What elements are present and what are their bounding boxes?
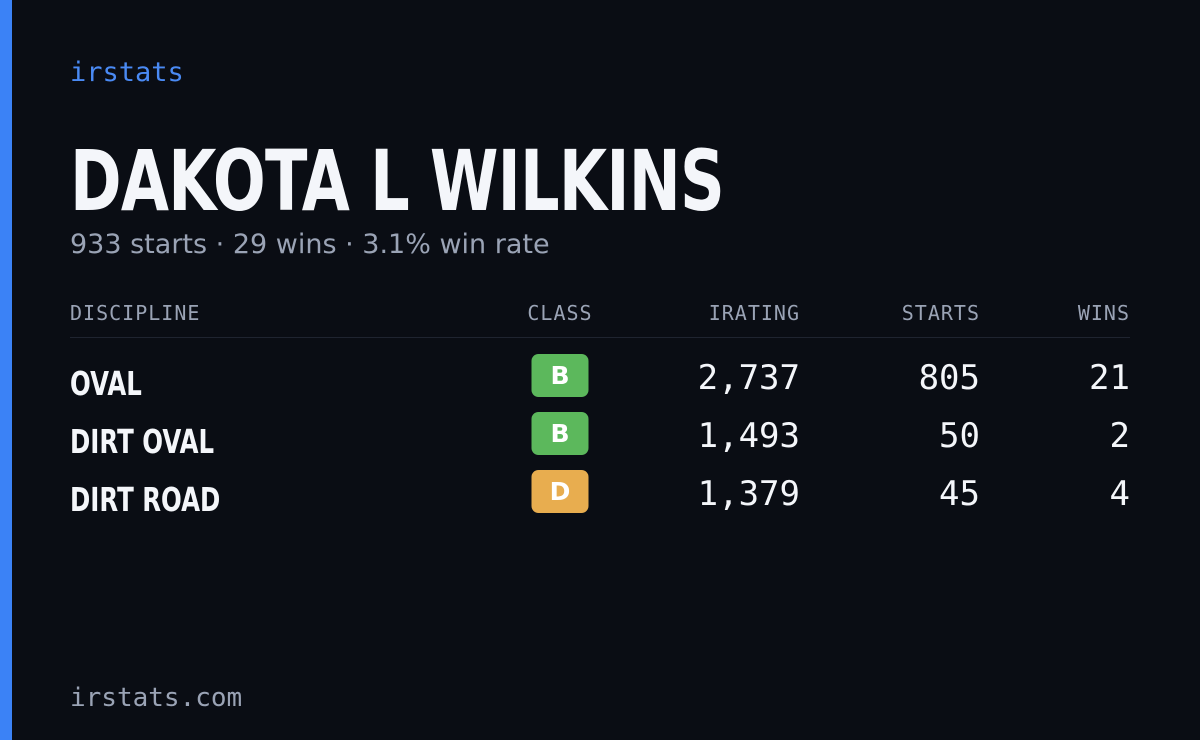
driver-name: DAKOTA L WILKINS: [70, 132, 725, 230]
column-header: STARTS: [901, 301, 980, 325]
accent-stripe: [0, 0, 12, 740]
discipline: DIRT ROAD: [70, 480, 221, 519]
class-badge: B: [531, 412, 589, 455]
starts: 50: [939, 416, 980, 456]
class-badge: B: [531, 354, 589, 397]
header-rule: [70, 337, 1130, 338]
starts: 45: [939, 474, 980, 514]
wins: 4: [1109, 474, 1130, 514]
column-header: DISCIPLINE: [70, 301, 201, 325]
irating: 2,737: [697, 358, 800, 398]
brand: irstats: [70, 57, 184, 88]
discipline: DIRT OVAL: [70, 422, 215, 461]
discipline: OVAL: [70, 364, 142, 403]
starts: 805: [918, 358, 980, 398]
footer: irstats.com: [70, 683, 243, 713]
column-header: CLASS: [527, 301, 593, 325]
class-badge: D: [531, 470, 589, 513]
column-header: WINS: [1077, 301, 1130, 325]
subtitle: 933 starts · 29 wins · 3.1% win rate: [70, 229, 550, 260]
irating: 1,493: [697, 416, 800, 456]
wins: 21: [1089, 358, 1130, 398]
column-header: IRATING: [708, 301, 800, 325]
irating: 1,379: [697, 474, 800, 514]
wins: 2: [1109, 416, 1130, 456]
